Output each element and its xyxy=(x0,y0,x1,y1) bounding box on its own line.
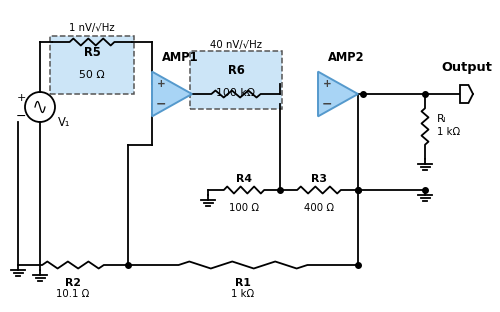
Text: 400 Ω: 400 Ω xyxy=(304,203,334,213)
Text: R4: R4 xyxy=(236,174,252,184)
Text: R2: R2 xyxy=(65,278,81,288)
Text: −: − xyxy=(156,97,166,110)
Text: 40 nV/√Hz: 40 nV/√Hz xyxy=(210,40,262,50)
Text: Rₗ: Rₗ xyxy=(437,114,446,124)
Text: −: − xyxy=(322,97,332,110)
Text: 50 Ω: 50 Ω xyxy=(79,70,105,80)
Text: +: + xyxy=(16,93,26,103)
Text: 1 kΩ: 1 kΩ xyxy=(232,289,254,299)
Text: +: + xyxy=(322,79,332,90)
Text: R3: R3 xyxy=(311,174,327,184)
Polygon shape xyxy=(152,71,192,116)
Text: 10.1 Ω: 10.1 Ω xyxy=(56,289,90,299)
Text: 1 nV/√Hz: 1 nV/√Hz xyxy=(69,23,115,33)
Polygon shape xyxy=(460,85,473,103)
Text: R1: R1 xyxy=(235,278,251,288)
Text: Output: Output xyxy=(442,61,492,74)
Text: 100 Ω: 100 Ω xyxy=(229,203,259,213)
Text: R6: R6 xyxy=(228,64,244,77)
Polygon shape xyxy=(318,71,358,116)
Text: 1 kΩ: 1 kΩ xyxy=(437,127,460,137)
Text: V₁: V₁ xyxy=(58,116,70,129)
Bar xyxy=(190,51,282,109)
Text: AMP1: AMP1 xyxy=(162,51,198,64)
Text: 100 kΩ: 100 kΩ xyxy=(216,88,256,98)
Text: −: − xyxy=(16,110,26,123)
Bar xyxy=(50,36,134,94)
Text: +: + xyxy=(156,79,166,90)
Text: R5: R5 xyxy=(84,46,100,59)
Text: AMP2: AMP2 xyxy=(328,51,364,64)
